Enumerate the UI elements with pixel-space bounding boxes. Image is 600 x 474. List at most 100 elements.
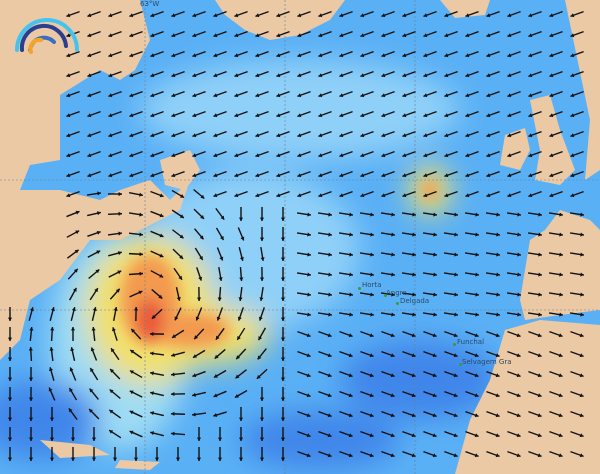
wave-arrow-head (192, 53, 197, 58)
wave-arrow-head (474, 433, 479, 438)
wave-arrow-head (318, 33, 323, 38)
wave-arrow-head (537, 373, 542, 378)
wave-arrow-head (444, 53, 449, 58)
wave-arrow-head (381, 113, 386, 118)
wave-arrow-head (339, 93, 344, 98)
storm-core (120, 180, 438, 348)
wave-arrow-head (558, 353, 563, 358)
wave-arrow-head (348, 373, 353, 378)
wave-arrow-head (91, 327, 96, 331)
wave-arrow-head (318, 173, 323, 178)
wave-arrow-head (370, 252, 374, 257)
wave-arrow-head (381, 13, 386, 18)
wave-arrow-head (381, 153, 386, 158)
wave-arrow-head (131, 328, 136, 333)
wave-arrow-head (213, 193, 218, 198)
wave-arrow-head (69, 387, 73, 392)
wave-arrow-head (280, 377, 286, 381)
wave-arrow-head (486, 173, 491, 178)
wave-arrow-head (580, 292, 584, 297)
wave-arrow-head (381, 53, 386, 58)
wave-arrow-head (349, 312, 353, 317)
wave-arrow-head (171, 33, 176, 38)
wave-arrow-head (528, 93, 533, 98)
wave-arrow-head (570, 153, 575, 158)
wave-arrow-head (516, 453, 521, 458)
wave-arrow-head (7, 357, 13, 361)
wave-arrow-head (129, 410, 134, 415)
wave-arrow-head (318, 113, 323, 118)
wave-arrow-head (495, 433, 500, 438)
wave-arrow-head (370, 272, 374, 277)
wave-arrow-head (297, 193, 302, 198)
wave-arrow-head (402, 13, 407, 18)
wave-arrow-head (391, 292, 395, 297)
wave-arrow-head (108, 73, 113, 78)
wave-arrow-head (280, 417, 286, 421)
wave-arrow-head (195, 316, 200, 321)
wave-arrow-head (402, 153, 407, 158)
wave-arrow-head (115, 288, 120, 293)
wave-arrow-head (537, 393, 542, 398)
wave-arrow-head (171, 392, 175, 397)
wave-arrow-head (559, 292, 563, 297)
wave-arrow-head (307, 252, 311, 257)
wave-arrow-head (50, 327, 55, 331)
wave-arrow-head (66, 93, 71, 98)
wave-arrow-head (454, 212, 458, 217)
wave-arrow-head (433, 212, 437, 217)
wave-arrow-head (538, 252, 542, 257)
wave-arrow-head (178, 275, 183, 280)
wave-arrow-head (559, 272, 563, 277)
wave-arrow-head (196, 297, 202, 301)
wave-arrow-head (381, 93, 386, 98)
wave-arrow-head (259, 397, 265, 401)
wave-arrow-head (517, 232, 521, 237)
wave-arrow-head (238, 457, 244, 461)
wave-arrow-head (507, 193, 512, 198)
wave-arrow-head (579, 413, 584, 418)
wave-arrow-head (192, 113, 197, 118)
wave-arrow-head (192, 354, 197, 358)
place-label: Selvagem Gra (462, 358, 512, 366)
wave-arrow-head (215, 335, 220, 340)
wave-arrow-head (528, 73, 533, 78)
wave-arrow-head (339, 133, 344, 138)
wave-arrow-head (297, 133, 302, 138)
greenland (215, 0, 345, 40)
wave-arrow-head (91, 457, 97, 461)
wave-arrow-head (432, 453, 437, 458)
wave-arrow-head (255, 13, 260, 18)
wave-arrow-head (495, 413, 500, 418)
wave-arrow-head (433, 252, 437, 257)
wave-arrow-head (433, 232, 437, 237)
wave-arrow-head (507, 173, 512, 178)
wave-arrow-head (307, 212, 311, 217)
wave-arrow-head (276, 13, 281, 18)
wave-arrow-head (517, 212, 521, 217)
wave-arrow-head (328, 212, 332, 217)
place-label: Angra (386, 289, 407, 297)
wave-arrow-head (158, 294, 163, 299)
wave-arrow-head (453, 353, 458, 358)
wave-arrow-head (528, 153, 533, 158)
wave-arrow-head (412, 292, 416, 297)
wave-arrow-head (276, 153, 281, 158)
wave-arrow-head (475, 212, 479, 217)
place-label: Delgada (400, 297, 430, 305)
wave-arrow-head (214, 354, 219, 359)
wave-arrow-head (517, 312, 521, 317)
wave-arrow-head (234, 33, 239, 38)
wave-arrow-head (423, 153, 428, 158)
wave-arrow-head (339, 193, 344, 198)
wave-arrow-head (297, 113, 302, 118)
wave-arrow-head (496, 272, 500, 277)
wave-arrow-head (192, 373, 197, 378)
wave-arrow-head (297, 53, 302, 58)
wave-arrow-head (549, 193, 554, 198)
wave-arrow-head (465, 33, 470, 38)
wave-arrow-head (579, 453, 584, 458)
wave-arrow-head (559, 232, 563, 237)
wave-arrow-head (171, 173, 176, 178)
